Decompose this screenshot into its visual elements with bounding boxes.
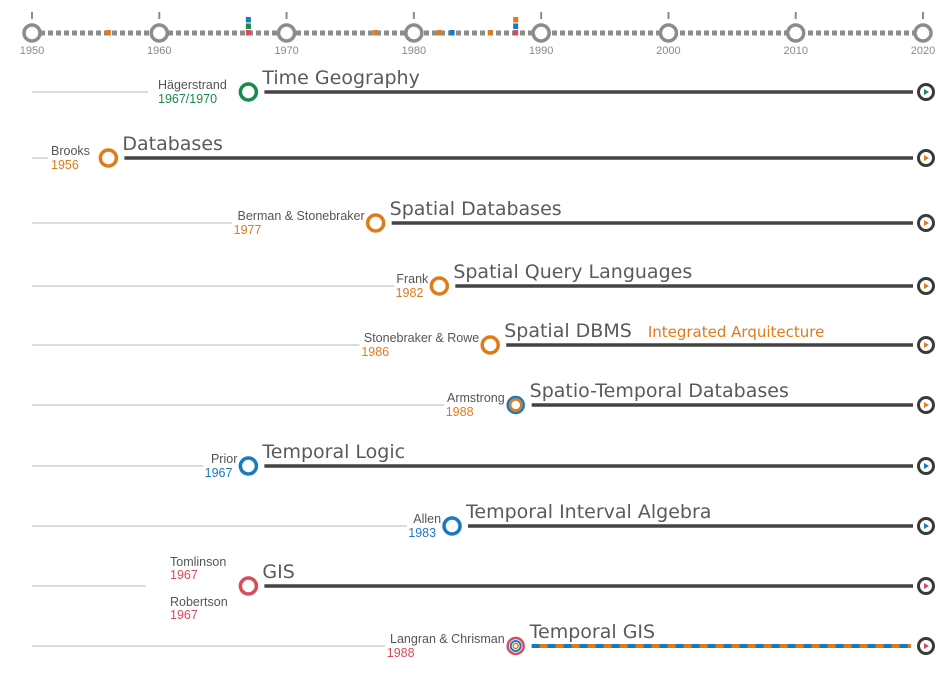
year-label: 1967 (170, 568, 198, 582)
row-title: Spatial DBMS (504, 320, 632, 342)
author-label: Hägerstrand (158, 78, 227, 92)
axis-tick-label: 1970 (274, 45, 298, 57)
axis-decade-circle (149, 23, 170, 43)
axis-tick-label: 1990 (529, 45, 553, 57)
row-subtitle: Integrated Arquitecture (648, 323, 825, 341)
axis-decade-circle (913, 23, 933, 43)
play-icon (924, 342, 929, 348)
author-label: Langran & Chrisman (390, 632, 505, 646)
year-label: 1967 (170, 608, 198, 622)
row-title: Spatial Query Languages (453, 261, 692, 283)
row-spatial-databases: Spatial Databases Berman & Stonebraker197… (32, 198, 935, 237)
year-label: 1982 (396, 286, 424, 300)
row-title: Databases (122, 133, 223, 155)
axis-marker (245, 30, 251, 36)
author-label: Stonebraker & Rowe (364, 331, 479, 345)
axis-tick-label: 1950 (20, 45, 44, 57)
row-spatial-dbms: Spatial DBMS Integrated Arquitecture Stone… (32, 320, 935, 359)
author-label: Robertson (170, 595, 228, 609)
author-label: Prior (211, 452, 237, 466)
row-title: GIS (262, 561, 294, 583)
play-icon (924, 89, 929, 95)
row-title: Time Geography (261, 67, 419, 89)
axis-marker (449, 30, 455, 36)
time-axis: 1950 1960 1970 1980 1990 2000 2010 2020 (20, 12, 935, 57)
row-title: Temporal GIS (529, 621, 655, 643)
play-icon (924, 402, 929, 408)
origin-ring (238, 456, 259, 476)
year-label: 1967 (205, 466, 233, 480)
play-icon (924, 523, 929, 529)
play-icon (924, 155, 929, 161)
origin-ring-inner (508, 398, 523, 412)
play-icon (924, 283, 929, 289)
author-label: Brooks (51, 144, 90, 158)
origin-ring-core (512, 642, 519, 650)
author-label: Tomlinson (170, 555, 226, 569)
axis-decade-circle (785, 23, 806, 43)
axis-marker (513, 17, 519, 23)
axis-marker (373, 30, 379, 36)
axis-marker (513, 23, 519, 29)
row-title: Temporal Logic (261, 441, 405, 463)
origin-ring (429, 276, 450, 296)
axis-marker (245, 17, 251, 23)
origin-ring (442, 516, 462, 536)
author-label: Armstrong (447, 391, 505, 405)
year-label: 1988 (387, 646, 415, 660)
origin-ring (98, 148, 119, 168)
axis-decade-circle (22, 23, 42, 43)
origin-ring (238, 82, 259, 102)
origin-ring (480, 335, 500, 355)
year-label: 1988 (446, 405, 474, 419)
play-icon (924, 220, 929, 226)
axis-decade-circle (404, 23, 424, 43)
year-label: 1983 (408, 526, 436, 540)
row-title: Spatial Databases (390, 198, 562, 220)
row-title: Spatio-Temporal Databases (530, 380, 789, 402)
origin-ring (365, 213, 386, 233)
axis-marker (487, 30, 493, 36)
axis-decade-circle (276, 23, 297, 43)
year-label: 1967/1970 (158, 92, 217, 106)
axis-tick-label: 1960 (147, 45, 171, 57)
year-label: 1956 (51, 158, 79, 172)
year-label: 1977 (234, 223, 262, 237)
author-label: Berman & Stonebraker (238, 209, 365, 223)
author-label: Allen (413, 512, 441, 526)
author-label: Frank (396, 272, 429, 286)
axis-decade-circle (531, 23, 551, 43)
axis-marker (513, 30, 519, 36)
year-label: 1986 (361, 345, 389, 359)
play-icon (924, 463, 929, 469)
axis-decade-circle (658, 23, 679, 43)
axis-marker (105, 30, 111, 36)
axis-tick-label: 2020 (911, 45, 935, 57)
axis-tick-label: 2000 (656, 45, 680, 57)
axis-marker (436, 30, 442, 36)
play-icon (924, 643, 929, 649)
play-icon (924, 583, 929, 589)
row-title: Temporal Interval Algebra (465, 501, 711, 523)
axis-marker (245, 23, 251, 29)
origin-ring (238, 576, 259, 596)
axis-tick-label: 1980 (402, 45, 426, 57)
axis-tick-label: 2010 (783, 45, 807, 57)
